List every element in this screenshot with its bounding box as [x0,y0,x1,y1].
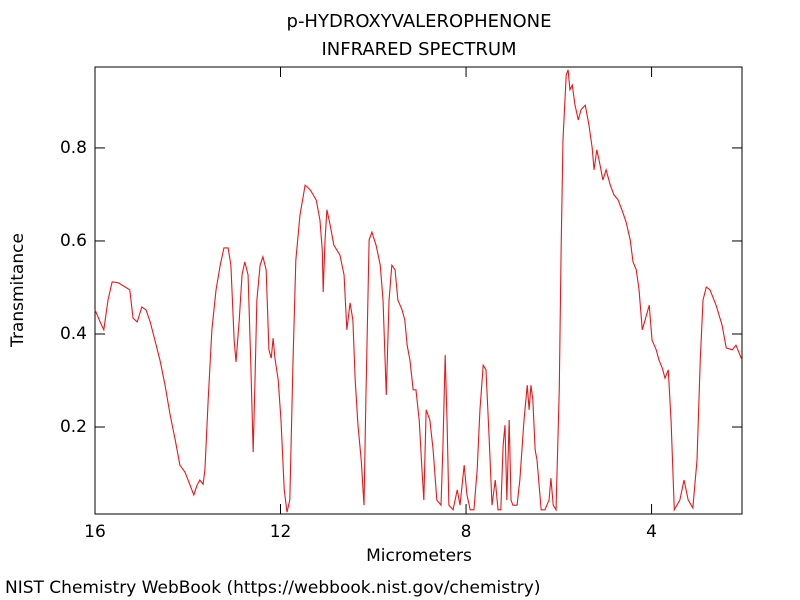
chart-subtitle: INFRARED SPECTRUM [321,39,516,60]
x-axis-label: Micrometers [366,546,472,566]
x-tick-label: 16 [84,522,106,542]
plot-frame [94,66,743,515]
source-note: NIST Chemistry WebBook (https://webbook.… [5,578,540,598]
x-tick-label: 4 [646,522,657,542]
x-tick-label: 12 [270,522,292,542]
y-tick-label: 0.6 [60,231,87,251]
y-axis-label: Transmitance [8,233,28,348]
y-tick-label: 0.8 [60,138,87,158]
spectrum-line [94,69,743,513]
y-tick-label: 0.4 [60,324,87,344]
y-tick-label: 0.2 [60,417,87,437]
chart-title: p-HYDROXYVALEROPHENONE [287,11,552,32]
x-tick-label: 8 [461,522,472,542]
